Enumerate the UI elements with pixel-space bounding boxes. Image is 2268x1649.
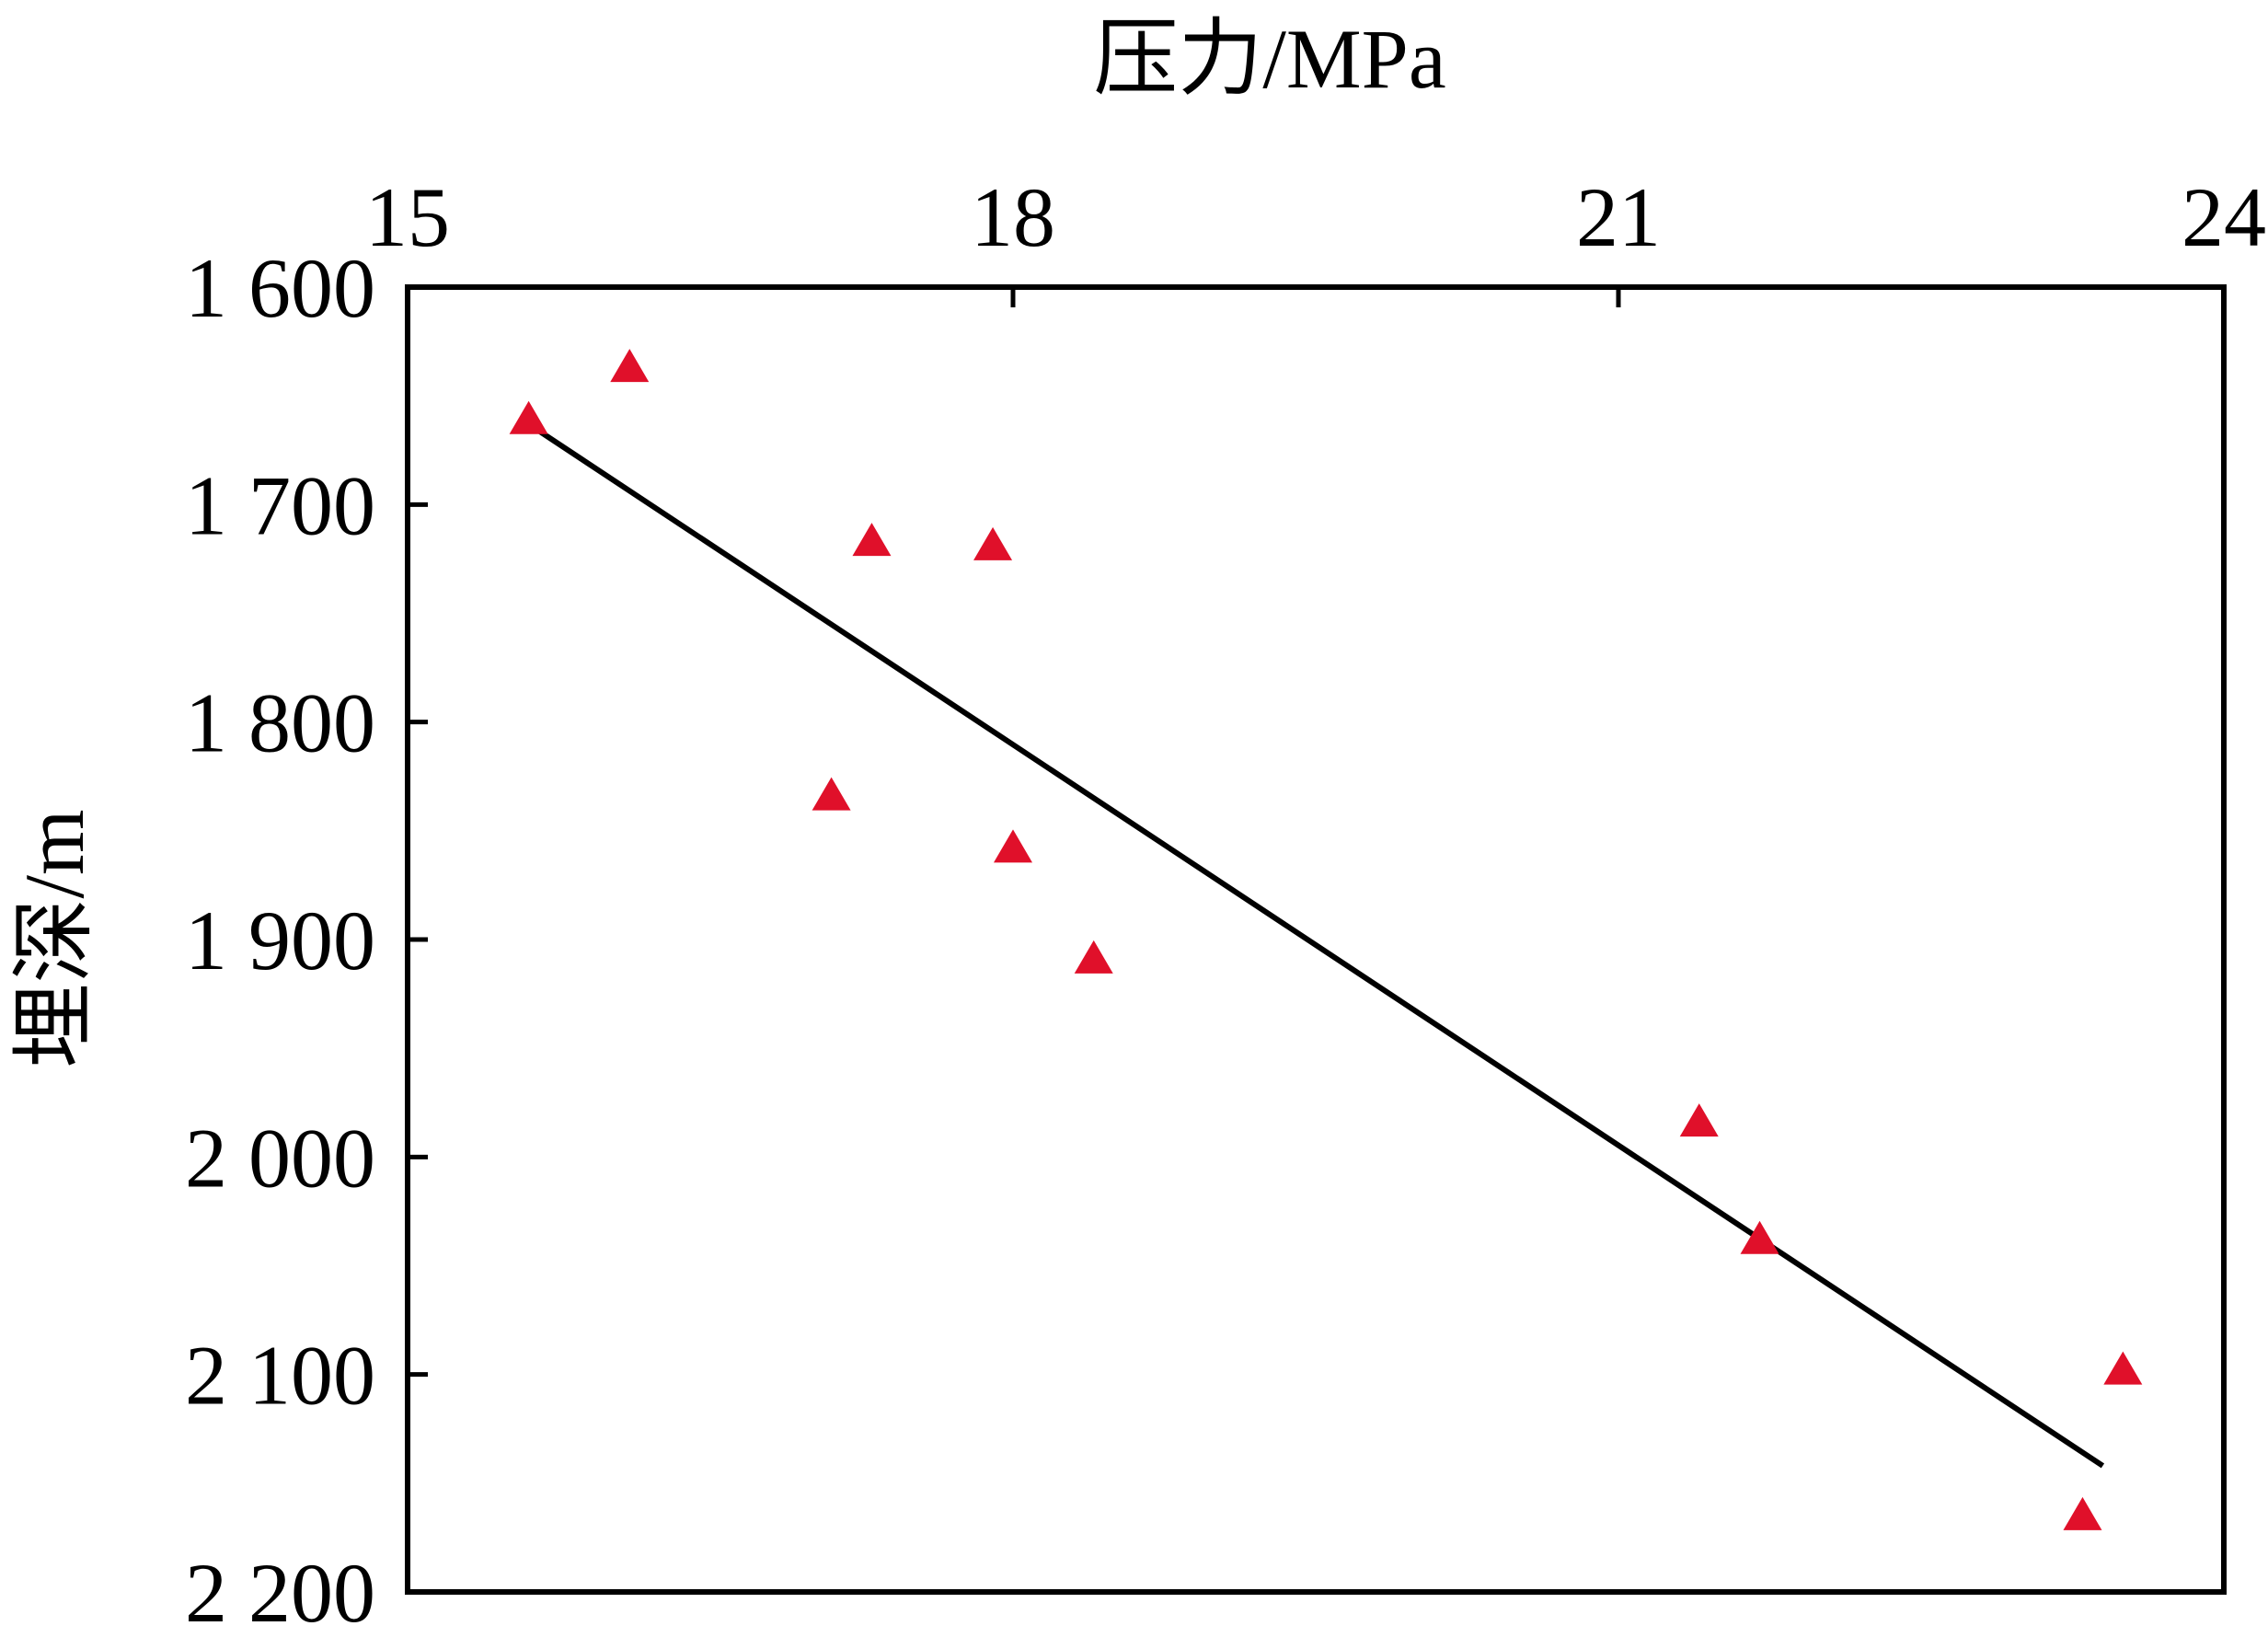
data-point-triangle bbox=[1679, 1103, 1719, 1137]
y-axis-title: 埋深/m bbox=[7, 809, 101, 1067]
x-axis-title: 压力/MPa bbox=[1093, 12, 1445, 106]
y-tick-label: 1 900 bbox=[185, 894, 375, 987]
data-point-triangle bbox=[852, 523, 892, 557]
data-point-triangle bbox=[1074, 940, 1113, 974]
data-point-triangle bbox=[2063, 1496, 2102, 1530]
y-tick-label: 1 800 bbox=[185, 676, 375, 770]
data-point-triangle bbox=[994, 829, 1032, 863]
data-point-triangle bbox=[812, 777, 851, 811]
y-tick-labels: 1 600 1 700 1 800 1 900 2 000 2 100 2 200 bbox=[185, 241, 375, 1640]
y-tick-label: 2 000 bbox=[185, 1111, 375, 1205]
y-tick-label: 2 100 bbox=[185, 1329, 375, 1423]
axis-ticks bbox=[408, 287, 1621, 1378]
plot-frame bbox=[405, 284, 2227, 1595]
y-tick-label: 1 700 bbox=[185, 458, 375, 552]
data-point-triangle bbox=[2103, 1351, 2143, 1385]
x-tick-label: 21 bbox=[1576, 170, 1661, 264]
y-tick-label: 2 200 bbox=[185, 1546, 375, 1640]
x-tick-label: 18 bbox=[971, 170, 1055, 264]
scatter-points bbox=[509, 349, 2143, 1530]
x-tick-label: 15 bbox=[365, 170, 450, 264]
y-tick-label: 1 600 bbox=[185, 241, 375, 335]
x-tick-label: 24 bbox=[2182, 170, 2266, 264]
data-point-triangle bbox=[610, 349, 650, 383]
x-tick-labels: 15 18 21 24 bbox=[365, 170, 2266, 264]
data-point-triangle bbox=[509, 400, 548, 434]
data-point-triangle bbox=[1740, 1220, 1779, 1254]
trendline bbox=[526, 421, 2105, 1469]
trendline-layer bbox=[526, 421, 2105, 1469]
data-point-triangle bbox=[973, 526, 1013, 560]
